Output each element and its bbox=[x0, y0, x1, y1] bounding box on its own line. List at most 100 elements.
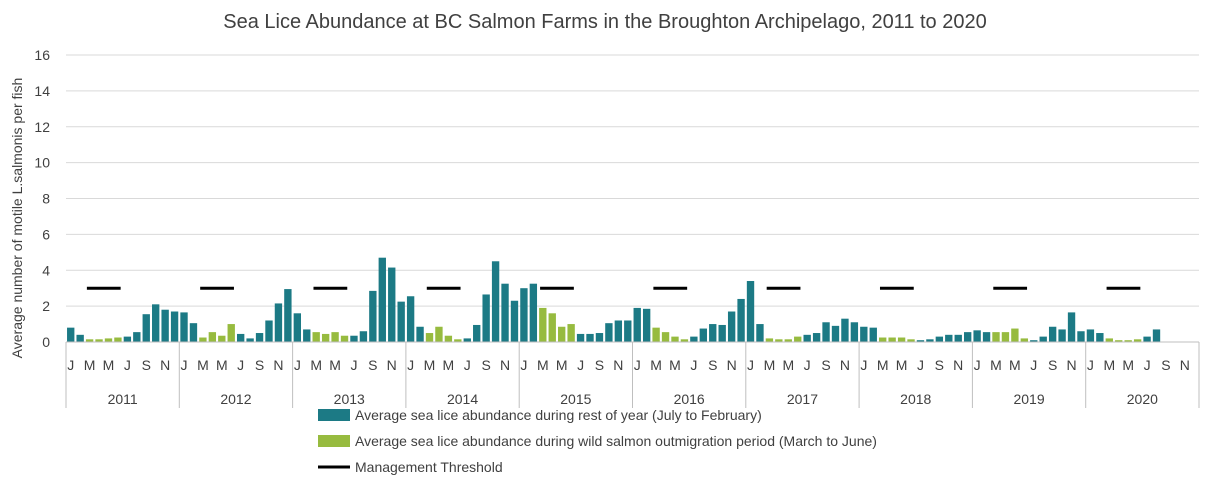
bar-2012-1 bbox=[180, 312, 188, 342]
year-label-2019: 2019 bbox=[1013, 391, 1044, 407]
bar-2015-10 bbox=[605, 323, 613, 342]
year-label-2012: 2012 bbox=[220, 391, 251, 407]
month-tick-label: S bbox=[142, 357, 151, 373]
bar-2011-3 bbox=[85, 339, 94, 342]
month-tick-label: S bbox=[1048, 357, 1057, 373]
bar-2014-10 bbox=[491, 261, 500, 342]
month-tick-label: J bbox=[634, 357, 641, 373]
bar-2014-5 bbox=[444, 335, 453, 342]
month-tick-label: N bbox=[1066, 357, 1076, 373]
month-tick-label: S bbox=[481, 357, 490, 373]
bar-2016-12 bbox=[737, 298, 745, 342]
bar-2020-8 bbox=[1152, 329, 1161, 342]
bar-2016-9 bbox=[709, 324, 717, 342]
bar-2018-3 bbox=[879, 337, 887, 342]
month-tick-label: M bbox=[424, 357, 436, 373]
bar-2012-9 bbox=[255, 333, 264, 342]
bar-2019-9 bbox=[1048, 326, 1057, 342]
bar-2011-8 bbox=[133, 332, 141, 342]
bar-2012-5 bbox=[218, 335, 226, 342]
bar-2011-12 bbox=[170, 311, 179, 342]
bar-2015-7 bbox=[576, 333, 585, 342]
bar-2017-10 bbox=[831, 325, 840, 342]
month-tick-label: N bbox=[387, 357, 397, 373]
bar-2020-3 bbox=[1105, 338, 1113, 342]
month-tick-label: M bbox=[782, 357, 794, 373]
month-tick-label: J bbox=[747, 357, 754, 373]
bar-2013-4 bbox=[321, 333, 330, 342]
bar-2016-11 bbox=[727, 311, 736, 342]
month-tick-label: J bbox=[917, 357, 924, 373]
month-tick-label: M bbox=[1009, 357, 1021, 373]
bar-2018-10 bbox=[945, 334, 953, 342]
bar-2019-3 bbox=[992, 332, 1000, 342]
bar-2012-8 bbox=[246, 338, 254, 342]
bar-2015-5 bbox=[558, 326, 566, 342]
year-label-2014: 2014 bbox=[447, 391, 478, 407]
bar-2018-11 bbox=[954, 334, 962, 342]
bar-2015-1 bbox=[520, 288, 528, 342]
month-tick-label: M bbox=[764, 357, 776, 373]
bar-2017-3 bbox=[765, 338, 774, 342]
month-tick-label: M bbox=[216, 357, 228, 373]
bar-2019-11 bbox=[1067, 312, 1076, 342]
bar-2015-9 bbox=[595, 333, 604, 342]
bar-2017-12 bbox=[850, 322, 859, 342]
month-tick-label: M bbox=[443, 357, 455, 373]
bar-2020-6 bbox=[1133, 339, 1142, 342]
bar-2019-10 bbox=[1058, 329, 1066, 342]
month-tick-label: M bbox=[990, 357, 1002, 373]
month-tick-label: N bbox=[840, 357, 850, 373]
month-tick-label: M bbox=[556, 357, 568, 373]
bar-2013-3 bbox=[312, 332, 320, 342]
month-tick-label: J bbox=[1030, 357, 1037, 373]
bar-2016-4 bbox=[661, 332, 670, 342]
month-tick-label: J bbox=[67, 357, 74, 373]
bar-2018-12 bbox=[964, 332, 972, 342]
year-label-2015: 2015 bbox=[560, 391, 591, 407]
bar-2019-7 bbox=[1030, 340, 1038, 342]
month-tick-label: J bbox=[577, 357, 584, 373]
bar-2014-11 bbox=[501, 283, 509, 342]
bar-2013-1 bbox=[293, 313, 301, 342]
bar-2012-12 bbox=[284, 289, 292, 342]
gridlines bbox=[66, 54, 1199, 307]
bar-2019-2 bbox=[982, 332, 991, 342]
month-tick-label: N bbox=[1180, 357, 1190, 373]
bar-2018-5 bbox=[897, 337, 906, 342]
bar-2019-1 bbox=[973, 330, 981, 342]
legend-label-rest-of-year: Average sea lice abundance during rest o… bbox=[355, 407, 762, 423]
bar-2016-6 bbox=[680, 339, 689, 342]
y-tick-label: 8 bbox=[42, 191, 50, 207]
bar-2020-2 bbox=[1096, 333, 1104, 342]
month-tick-label: N bbox=[613, 357, 623, 373]
bar-2016-1 bbox=[633, 307, 641, 342]
legend-label-threshold: Management Threshold bbox=[355, 459, 503, 475]
year-label-2020: 2020 bbox=[1127, 391, 1158, 407]
bar-2017-1 bbox=[746, 281, 755, 342]
bar-2020-7 bbox=[1143, 336, 1151, 342]
month-tick-label: J bbox=[237, 357, 244, 373]
bar-2018-8 bbox=[926, 339, 934, 342]
bar-2015-6 bbox=[567, 324, 575, 342]
month-tick-label: M bbox=[197, 357, 209, 373]
y-axis-label: Average number of motile L.salmonis per … bbox=[9, 78, 25, 359]
bar-2014-6 bbox=[454, 339, 462, 342]
year-label-2018: 2018 bbox=[900, 391, 931, 407]
bar-2016-5 bbox=[671, 336, 679, 342]
month-tick-label: J bbox=[974, 357, 981, 373]
month-tick-label: M bbox=[310, 357, 322, 373]
bar-2011-11 bbox=[161, 309, 169, 342]
y-axis-ticks: 0 2 4 6 8 10 12 14 16 bbox=[34, 47, 50, 350]
bar-2015-3 bbox=[539, 307, 547, 342]
legend-label-outmigration: Average sea lice abundance during wild s… bbox=[355, 433, 877, 449]
month-tick-label: N bbox=[160, 357, 170, 373]
bar-2015-12 bbox=[624, 320, 632, 342]
bar-2017-11 bbox=[841, 318, 849, 342]
month-tick-label: J bbox=[294, 357, 301, 373]
bar-2014-12 bbox=[510, 300, 519, 342]
month-tick-label: M bbox=[650, 357, 662, 373]
chart-title: Sea Lice Abundance at BC Salmon Farms in… bbox=[223, 11, 986, 33]
month-tick-label: J bbox=[124, 357, 131, 373]
